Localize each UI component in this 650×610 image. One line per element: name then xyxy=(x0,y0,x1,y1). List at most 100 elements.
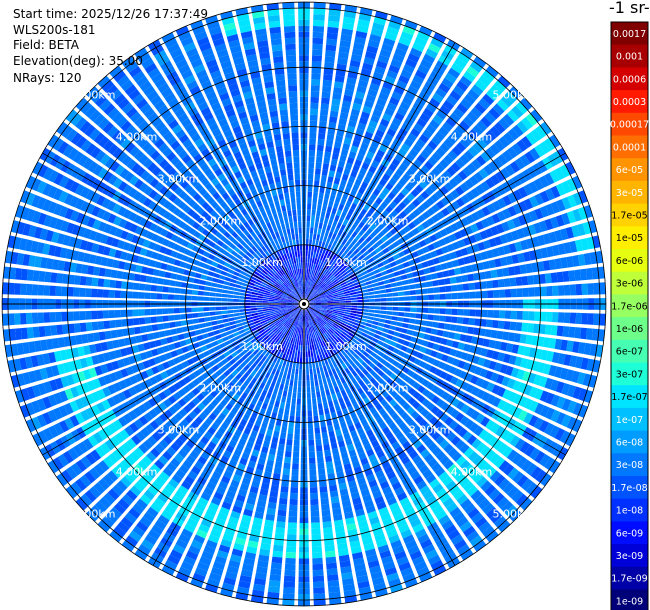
ppi-gate xyxy=(440,262,448,270)
ppi-gate xyxy=(336,316,343,320)
ppi-gate xyxy=(310,221,315,228)
ppi-gate xyxy=(284,366,289,373)
ppi-gate xyxy=(342,143,351,151)
ppi-gate xyxy=(319,354,324,361)
ppi-gate xyxy=(450,189,460,200)
ppi-gate xyxy=(384,361,392,369)
ppi-gate xyxy=(545,188,555,201)
ppi-gate xyxy=(496,268,504,278)
ppi-gate xyxy=(193,278,201,284)
ppi-gate xyxy=(497,153,508,166)
ppi-gate xyxy=(395,258,403,265)
ppi-gate xyxy=(466,245,474,255)
ppi-gate xyxy=(438,471,449,482)
ppi-gate xyxy=(313,318,318,325)
ppi-gate xyxy=(549,425,560,438)
ppi-gate xyxy=(344,360,351,368)
ppi-gate xyxy=(551,244,560,256)
ppi-gate xyxy=(350,430,358,438)
ppi-gate xyxy=(361,315,368,319)
ppi-gate xyxy=(349,289,356,293)
ppi-gate xyxy=(510,367,520,378)
ppi-gate xyxy=(380,298,387,302)
ppi-gate xyxy=(373,286,380,291)
ppi-gate xyxy=(424,363,432,371)
ppi-gate xyxy=(307,416,313,423)
ppi-gate xyxy=(358,379,365,387)
ppi-gate xyxy=(264,357,270,365)
ppi-gate xyxy=(462,283,470,291)
ppi-gate xyxy=(245,314,253,318)
ppi-gate xyxy=(351,255,358,262)
ppi-gate xyxy=(382,426,391,435)
ppi-gate xyxy=(372,321,379,326)
ppi-gate xyxy=(294,374,298,381)
ppi-gate xyxy=(323,68,334,75)
ppi-gate xyxy=(150,502,162,513)
ppi-gate xyxy=(273,363,279,370)
ppi-gate xyxy=(317,314,323,320)
ppi-gate xyxy=(386,572,400,582)
ppi-gate xyxy=(136,498,148,510)
ppi-gate xyxy=(233,291,240,296)
ppi-gate xyxy=(456,80,469,92)
ppi-gate xyxy=(290,337,294,344)
ppi-gate xyxy=(344,311,351,315)
ppi-gate xyxy=(266,429,273,437)
ppi-gate xyxy=(146,506,159,518)
ppi-gate xyxy=(315,349,319,356)
ppi-gate xyxy=(168,287,175,293)
ppi-gate xyxy=(328,400,334,408)
ppi-gate xyxy=(476,138,488,150)
ppi-gate xyxy=(343,395,350,403)
ppi-gate xyxy=(254,419,262,427)
ppi-gate xyxy=(174,287,181,294)
ppi-gate xyxy=(424,252,433,260)
ppi-gate xyxy=(158,270,166,278)
ppi-gate xyxy=(368,295,375,299)
ppi-gate xyxy=(493,80,507,93)
ppi-gate xyxy=(243,446,252,455)
ppi-gate xyxy=(323,402,329,409)
ppi-gate xyxy=(449,112,461,123)
ppi-gate xyxy=(292,325,296,332)
ppi-gate xyxy=(560,339,568,351)
ppi-gate xyxy=(370,571,383,580)
ppi-gate xyxy=(443,459,454,470)
ppi-gate xyxy=(243,379,250,387)
ppi-gate xyxy=(357,580,370,589)
ppi-gate xyxy=(214,465,224,475)
ppi-gate xyxy=(379,49,392,58)
ppi-gate xyxy=(575,239,584,252)
ppi-gate xyxy=(320,260,325,267)
ppi-gate xyxy=(240,569,253,578)
ppi-gate xyxy=(498,310,506,319)
ppi-gate xyxy=(464,419,474,430)
ppi-gate xyxy=(550,325,558,336)
ppi-gate xyxy=(572,208,582,222)
ppi-gate xyxy=(174,453,185,463)
ppi-gate xyxy=(331,502,341,510)
ppi-gate xyxy=(369,83,380,92)
ppi-gate xyxy=(422,129,433,139)
ppi-gate xyxy=(545,392,555,405)
ppi-gate xyxy=(235,284,242,289)
ppi-gate xyxy=(445,193,455,203)
ppi-gate xyxy=(550,201,561,214)
ppi-gate xyxy=(383,279,391,285)
ppi-gate xyxy=(285,360,290,368)
ppi-gate xyxy=(550,272,558,283)
ppi-gate xyxy=(368,145,377,154)
ppi-gate xyxy=(351,238,358,246)
ppi-gate xyxy=(309,300,316,303)
ppi-gate xyxy=(312,362,316,369)
ppi-gate xyxy=(408,148,419,158)
ppi-gate xyxy=(449,251,457,260)
ppi-gate xyxy=(325,455,333,463)
ppi-gate xyxy=(290,373,295,381)
ppi-gate xyxy=(132,318,140,326)
ppi-gate xyxy=(306,286,308,293)
ppi-gate xyxy=(425,102,437,113)
ppi-gate xyxy=(365,94,376,103)
ppi-gate xyxy=(292,319,297,326)
